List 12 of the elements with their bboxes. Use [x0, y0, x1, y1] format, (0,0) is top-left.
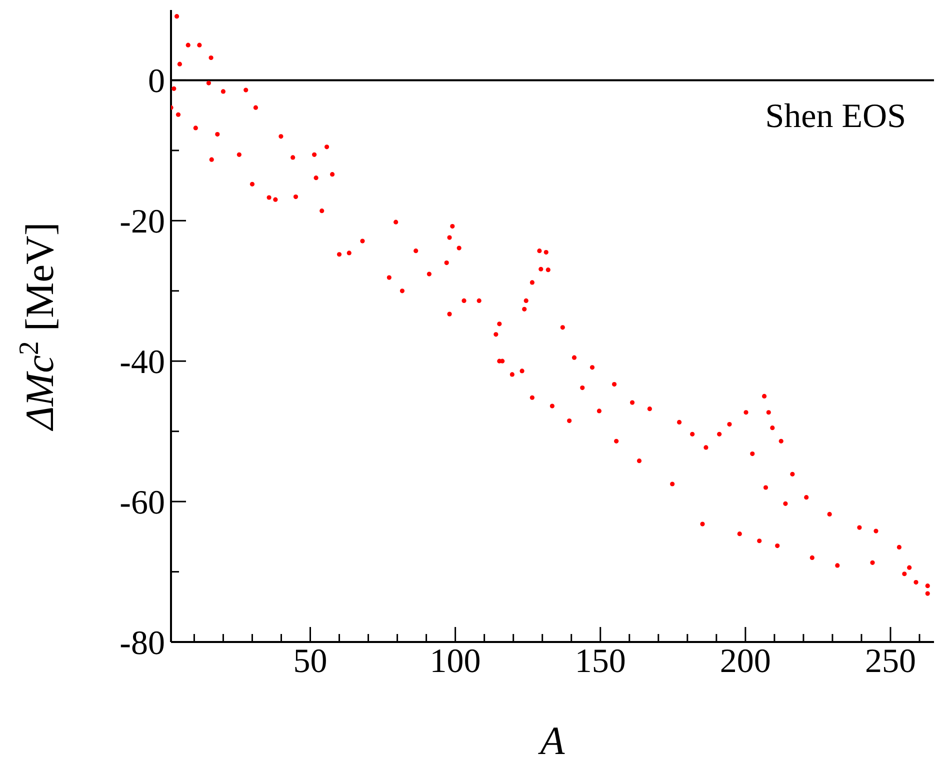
annotation: Shen EOS	[765, 98, 906, 136]
y-tick-label: 0	[148, 63, 165, 100]
x-tick-label: 100	[430, 643, 481, 680]
x-tick-label: 200	[720, 643, 771, 680]
y-tick-label: -40	[120, 344, 165, 382]
x-tick-label: 50	[293, 643, 328, 680]
y-tick-label: -80	[120, 625, 165, 662]
x-axis-title: A	[537, 718, 566, 763]
y-tick-label: -60	[120, 484, 165, 522]
y-tick-label: -20	[120, 204, 165, 241]
x-tick-label: 250	[864, 643, 916, 680]
x-tick-label: 150	[574, 643, 626, 680]
